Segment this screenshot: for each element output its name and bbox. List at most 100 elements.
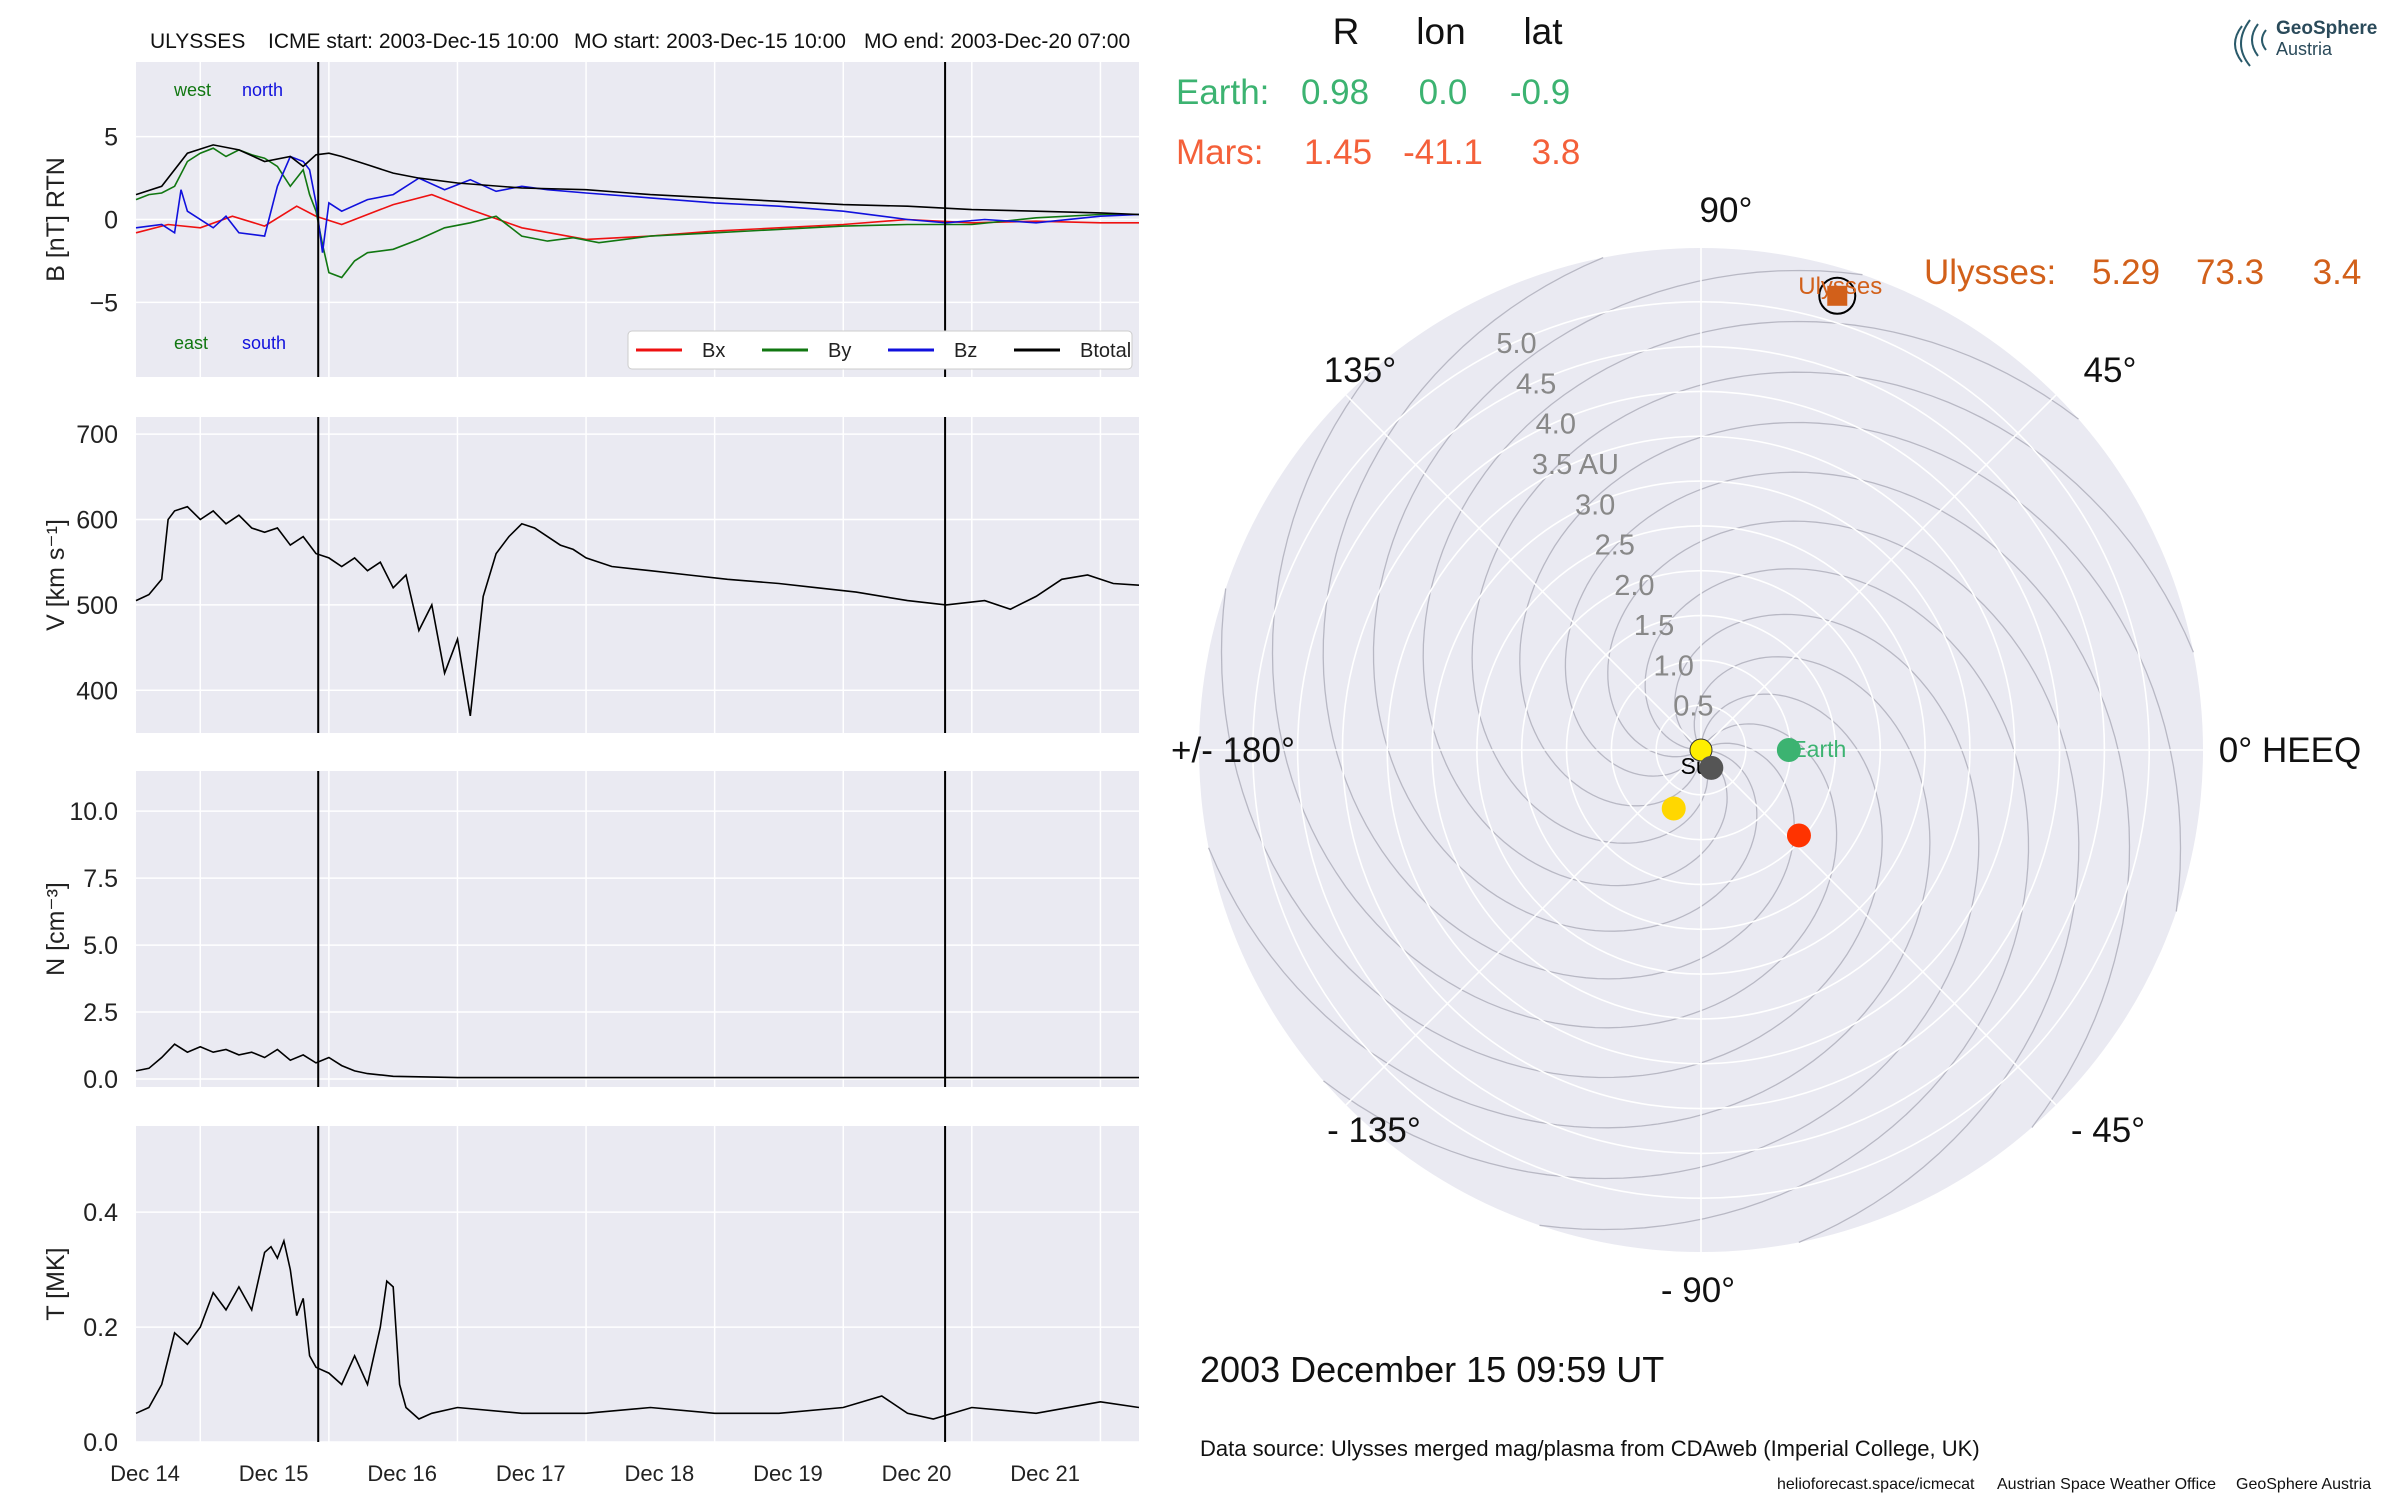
spiral-line xyxy=(1539,568,2030,1231)
x-tick-label: Dec 17 xyxy=(496,1461,566,1486)
earth-lon: 0.0 xyxy=(1419,73,1468,112)
label-earth: Earth xyxy=(1791,736,1846,762)
spiral-line xyxy=(1322,257,1795,980)
mars-lat: 3.8 xyxy=(1532,133,1581,172)
series-t xyxy=(135,1238,1140,1420)
spiral-line xyxy=(1220,588,1883,1079)
panel-1: 400 500 600 700 V [km s⁻¹] xyxy=(42,417,1140,733)
point-mars xyxy=(1786,823,1811,848)
annotation-east: east xyxy=(174,333,208,353)
earth-lat: -0.9 xyxy=(1510,73,1570,112)
spacecraft-label: ULYSSES xyxy=(150,30,245,53)
angular-gridline xyxy=(1345,394,1702,751)
y-tick-label: 5.0 xyxy=(83,932,118,960)
panel-background xyxy=(136,417,1139,733)
point-earth xyxy=(1776,738,1801,762)
radial-tick-label: 3.0 xyxy=(1575,489,1615,521)
y-tick-label: 500 xyxy=(76,592,118,620)
series-v xyxy=(135,505,1140,717)
x-tick-label: Dec 19 xyxy=(753,1461,823,1486)
col-header-lon: lon xyxy=(1416,11,1465,52)
positions-table: R lon lat Earth: 0.98 0.0 -0.9 Mars: 1.4… xyxy=(1176,11,2361,292)
geosphere-logo: GeoSphere Austria xyxy=(2234,18,2377,67)
mars-name: Mars: xyxy=(1176,133,1264,172)
annotation-west: west xyxy=(173,80,211,100)
point-yellow2 xyxy=(1661,796,1686,821)
timeseries-panels: −5 0 5 B [nT] RTN west north east south Bx By Bz Bt… xyxy=(42,62,1140,1486)
radial-tick-label: 5.0 xyxy=(1496,328,1536,360)
spiral-line xyxy=(1607,520,2080,1243)
panel-background xyxy=(136,771,1139,1087)
series-bz xyxy=(135,155,1140,253)
annotation-south: south xyxy=(242,333,286,353)
y-tick-label: 7.5 xyxy=(83,865,118,893)
legend-label-bx: Bx xyxy=(702,340,725,362)
legend: Bx By Bz Btotal xyxy=(627,330,1133,370)
label-ulysses: Ulysses xyxy=(1798,273,1882,300)
footer-site: helioforecast.space/icmecat xyxy=(1777,1476,1975,1493)
icme-start-label: ICME start: 2003-Dec-15 10:00 xyxy=(268,30,559,53)
angle-label: - 90° xyxy=(1661,1271,1735,1310)
y-tick-label: 0.4 xyxy=(83,1199,118,1227)
series-btotal xyxy=(135,144,1140,216)
radial-tick-label: 1.5 xyxy=(1634,610,1674,642)
spiral-line xyxy=(1422,320,2079,887)
y-axis-label: V [km s⁻¹] xyxy=(42,519,70,631)
ulysses-r: 5.29 xyxy=(2092,253,2160,292)
panel-3: 0.0 0.2 0.4 T [MK] Dec 14 Dec 15 Dec 16 Dec 17 D… xyxy=(42,1126,1140,1486)
spiral-line xyxy=(1323,613,1980,1180)
point-sun xyxy=(1689,738,1713,762)
angle-label: 135° xyxy=(1324,351,1396,390)
spiral-line xyxy=(1471,371,2194,844)
y-axis-label: N [cm⁻³] xyxy=(42,882,70,976)
ulysses-orbit-marker xyxy=(1818,276,1857,315)
y-tick-label: 5 xyxy=(104,124,118,152)
angular-gridline xyxy=(1345,749,1702,1106)
ulysses-name: Ulysses: xyxy=(1924,253,2056,292)
angular-gridline xyxy=(1700,749,2057,1106)
angular-gridline xyxy=(1700,394,2057,751)
mo-end-label: MO end: 2003-Dec-20 07:00 xyxy=(864,30,1130,53)
y-tick-label: 400 xyxy=(76,677,118,705)
mars-r: 1.45 xyxy=(1304,133,1372,172)
y-axis-label: B [nT] RTN xyxy=(42,157,70,282)
y-tick-label: −5 xyxy=(89,289,118,317)
col-header-r: R xyxy=(1333,11,1360,52)
col-header-lat: lat xyxy=(1523,11,1563,52)
panel-2: 0.0 2.5 5.0 7.5 10.0 N [cm⁻³] xyxy=(42,771,1139,1094)
radial-tick-label: 3.5 AU xyxy=(1532,449,1619,481)
data-source: Data source: Ulysses merged mag/plasma f… xyxy=(1200,1436,1980,1461)
radial-tick-label: 2.5 xyxy=(1595,530,1635,562)
footer-org: GeoSphere Austria xyxy=(2236,1476,2371,1493)
y-axis-label: T [MK] xyxy=(42,1247,70,1320)
timeseries-header: ULYSSES ICME start: 2003-Dec-15 10:00 MO… xyxy=(150,30,1130,53)
legend-label-bz: Bz xyxy=(954,340,977,362)
y-tick-label: 0.2 xyxy=(83,1314,118,1342)
x-tick-label: Dec 14 xyxy=(110,1461,180,1486)
series-n xyxy=(135,1043,1139,1079)
panel-background xyxy=(136,1126,1139,1442)
ulysses-lat: 3.4 xyxy=(2313,253,2362,292)
spiral-line xyxy=(1564,471,2131,1128)
mars-lon: -41.1 xyxy=(1403,133,1483,172)
legend-label-by: By xyxy=(828,340,851,362)
polar-plot: 0.5 1.0 1.5 2.0 2.5 3.0 3.5 AU 4.0 4.5 5.0 0° HEEQ… xyxy=(1171,191,2361,1310)
angle-label: +/- 180° xyxy=(1171,731,1295,770)
radial-tick-label: 4.0 xyxy=(1536,409,1576,441)
radial-tick-label: 4.5 xyxy=(1516,368,1556,400)
legend-label-btotal: Btotal xyxy=(1080,340,1131,362)
spiral-line xyxy=(1208,656,1931,1129)
y-tick-label: 2.5 xyxy=(83,999,118,1027)
x-tick-label: Dec 15 xyxy=(239,1461,309,1486)
annotation-north: north xyxy=(242,80,283,100)
footer-office: Austrian Space Weather Office xyxy=(1997,1476,2216,1493)
mo-start-label: MO start: 2003-Dec-15 10:00 xyxy=(574,30,846,53)
earth-r: 0.98 xyxy=(1301,73,1369,112)
radial-tick-label: 1.0 xyxy=(1654,650,1694,682)
series-by xyxy=(135,147,1139,279)
x-tick-label: Dec 18 xyxy=(625,1461,695,1486)
ulysses-lon: 73.3 xyxy=(2196,253,2264,292)
panel-0: −5 0 5 B [nT] RTN west north east south Bx By Bz Bt… xyxy=(42,62,1140,377)
spiral-line xyxy=(1519,421,2182,912)
